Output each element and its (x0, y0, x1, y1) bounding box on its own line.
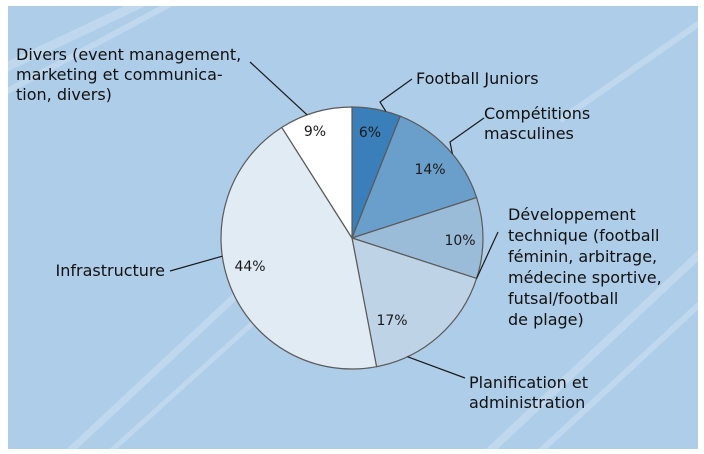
slice-label-planification: 17% (376, 313, 407, 329)
background-stripe (538, 301, 698, 449)
pie-slice-divers (280, 106, 353, 241)
background-stripe (485, 250, 698, 449)
category-label-divers: Divers (event management, marketing et co… (16, 45, 241, 104)
leader-line-comptitions (449, 117, 485, 154)
leader-line-planification (407, 356, 466, 379)
slice-label-football: 6% (359, 125, 381, 141)
category-label-dveloppement: Développement technique (football féminin,… (508, 205, 662, 329)
leader-line-infrastructure (169, 255, 223, 272)
pie-slices (220, 106, 484, 370)
leader-line-football (379, 78, 413, 112)
slice-percent-labels: 6% 14% 10% 17% 44% 9% (234, 124, 475, 329)
background-stripe (8, 6, 146, 72)
leader-line-divers (249, 61, 308, 116)
category-label-comptitions: Compétitions masculines (484, 104, 590, 143)
slice-label-dveloppement: 10% (444, 233, 475, 249)
category-label-planification: Planification et administration (469, 373, 588, 412)
pie-slice-planification (351, 237, 478, 368)
slice-label-infrastructure: 44% (234, 259, 265, 275)
slice-label-divers: 9% (304, 124, 326, 140)
category-label-infrastructure: Infrastructure (56, 261, 165, 280)
category-label-football: Football Juniors (416, 69, 539, 88)
category-labels: Football Juniors Compétitions masculines Dé… (16, 45, 662, 412)
pie-slice-infrastructure (220, 126, 378, 370)
background-stripe (558, 20, 698, 123)
slice-label-comptitions: 14% (414, 162, 445, 178)
leader-lines (169, 61, 499, 379)
leader-line-dveloppement (476, 231, 499, 279)
background-stripe (8, 6, 173, 95)
